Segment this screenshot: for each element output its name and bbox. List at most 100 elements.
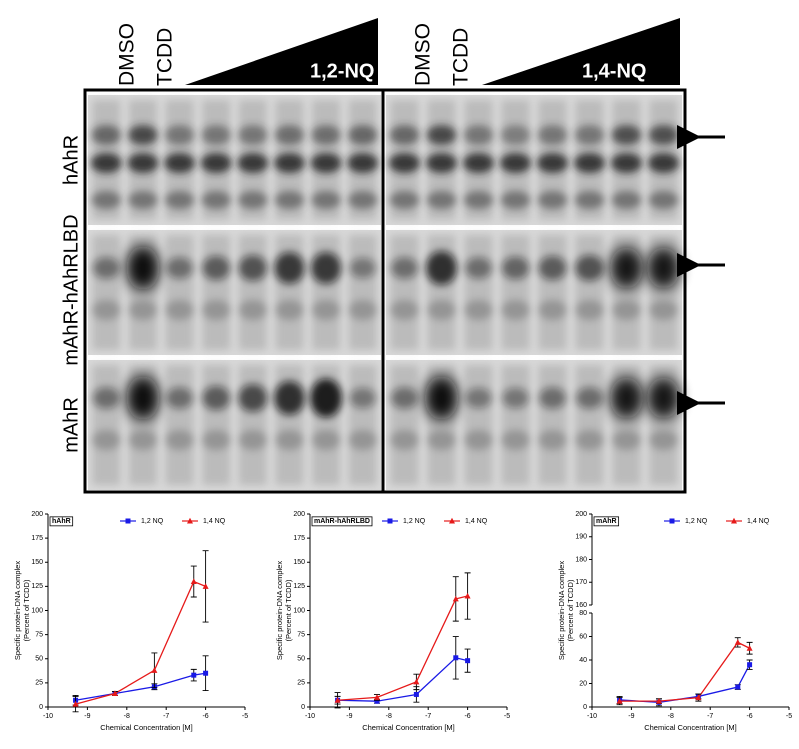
gel-band xyxy=(237,153,269,173)
gel-band xyxy=(465,387,492,409)
lane-label: DMSO xyxy=(412,23,435,86)
y-tick-label: 175 xyxy=(293,535,305,542)
y-tick-label: 150 xyxy=(293,559,305,566)
gel-band xyxy=(390,430,419,450)
gel-band xyxy=(463,191,494,209)
gel-lane xyxy=(538,365,567,485)
gel-band xyxy=(91,191,121,209)
series-line xyxy=(337,657,468,702)
gel-lane xyxy=(390,235,419,350)
gel-band xyxy=(536,153,569,173)
y-tick-label: 170 xyxy=(575,579,587,586)
gel-band xyxy=(127,153,159,173)
gel-band xyxy=(537,191,568,209)
gel-lane xyxy=(92,365,121,485)
gel-band xyxy=(611,191,642,209)
y-tick-label: 180 xyxy=(575,556,587,563)
treatment-label: 1,2-NQ xyxy=(310,60,374,82)
legend-label: 1,4 NQ xyxy=(465,518,488,525)
x-tick-label: -8 xyxy=(668,713,674,720)
gel-band xyxy=(310,378,342,418)
gel-band xyxy=(312,300,340,320)
gel-band xyxy=(464,300,493,320)
gel-band xyxy=(200,153,232,173)
x-tick-label: -6 xyxy=(464,713,470,720)
gel-band xyxy=(91,125,121,145)
marker xyxy=(151,667,158,673)
gel-band xyxy=(500,125,531,145)
gel-band xyxy=(274,252,305,284)
series-line xyxy=(337,595,468,701)
marker xyxy=(72,700,79,707)
lane-label: DMSO xyxy=(116,23,139,86)
y-tick-label: 200 xyxy=(293,511,305,518)
chart-label: hAhR xyxy=(52,518,71,525)
legend-marker xyxy=(387,518,393,524)
marker xyxy=(190,578,197,585)
gel-band xyxy=(92,430,121,450)
x-tick-label: -8 xyxy=(124,713,130,720)
x-tick-label: -9 xyxy=(346,713,352,720)
gel-band xyxy=(501,256,530,280)
gel-band xyxy=(389,125,420,145)
gel-band xyxy=(311,125,341,145)
y-tick-label: 25 xyxy=(35,680,43,687)
gel-band xyxy=(390,257,419,279)
y-tick-label: 100 xyxy=(293,607,305,614)
y-tick-label: 75 xyxy=(35,631,43,638)
gel-band xyxy=(349,387,376,409)
y-tick-label: 50 xyxy=(297,656,305,663)
legend-marker xyxy=(187,517,193,524)
row-label: mAhR xyxy=(60,397,82,453)
gel-band xyxy=(166,387,194,409)
gel-band xyxy=(201,191,231,209)
gel-band xyxy=(347,153,379,173)
x-tick-label: -6 xyxy=(202,713,208,720)
gel-lane xyxy=(202,235,231,350)
gel-band xyxy=(274,191,305,209)
gel-band xyxy=(275,300,304,320)
gel-band xyxy=(274,153,305,173)
y-tick-label: 125 xyxy=(293,583,305,590)
gel-band xyxy=(348,300,377,320)
y-axis-label: (Percent of TCDD) xyxy=(284,579,293,641)
gel-lane xyxy=(165,235,194,350)
gel-band xyxy=(424,376,459,420)
series-line xyxy=(75,672,206,701)
x-axis-label: Chemical Concentration [M] xyxy=(644,723,737,732)
gel-band xyxy=(538,387,567,409)
gel-band xyxy=(274,125,305,145)
gel-band xyxy=(164,125,195,145)
gel-lane xyxy=(238,365,267,485)
y-axis-label: Specific protein-DNA complex xyxy=(13,561,22,660)
x-tick-label: -7 xyxy=(425,713,431,720)
y-tick-label: 160 xyxy=(575,602,587,609)
y-tick-label: 75 xyxy=(297,631,305,638)
marker xyxy=(334,697,341,703)
marker xyxy=(746,645,753,651)
gel-band xyxy=(238,300,267,320)
gel-band xyxy=(612,300,641,320)
gel-band xyxy=(425,251,458,285)
gel-band xyxy=(390,300,419,320)
marker xyxy=(616,697,623,704)
y-tick-label: 0 xyxy=(39,704,43,711)
legend-marker xyxy=(669,518,675,524)
gel-band xyxy=(388,153,421,173)
y-tick-label: 175 xyxy=(31,535,43,542)
legend-marker xyxy=(125,518,131,524)
gel-band xyxy=(92,300,121,320)
gel-band xyxy=(166,257,194,279)
gel-lane xyxy=(464,365,493,485)
gel-band xyxy=(128,125,158,145)
chart-label-box xyxy=(593,516,620,527)
y-tick-label: 125 xyxy=(31,583,43,590)
gel-lane xyxy=(92,235,121,350)
series-line xyxy=(619,641,750,702)
y-tick-label: 60 xyxy=(579,633,587,640)
gel-band xyxy=(311,191,341,209)
x-tick-label: -10 xyxy=(587,713,597,720)
gel-band xyxy=(348,125,378,145)
gel-band xyxy=(464,257,493,279)
x-tick-label: -10 xyxy=(305,713,315,720)
